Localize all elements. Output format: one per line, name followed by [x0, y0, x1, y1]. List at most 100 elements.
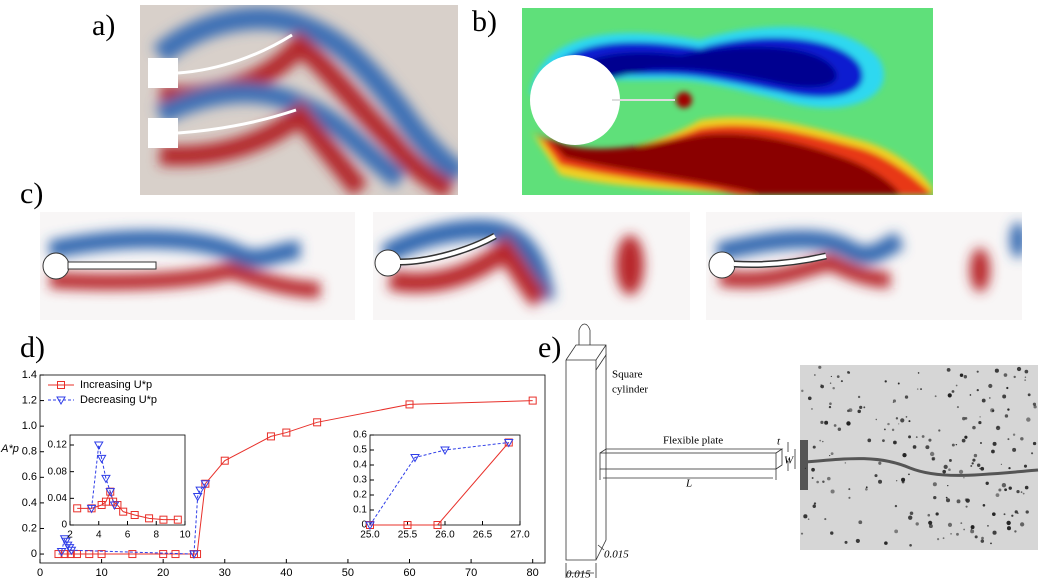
speckle — [922, 435, 925, 438]
speckle — [980, 442, 982, 444]
speckle — [948, 468, 951, 471]
speckle — [979, 468, 980, 469]
speckle — [1028, 393, 1031, 396]
speckle — [892, 429, 894, 431]
speckle — [858, 396, 860, 398]
speckle — [1014, 530, 1016, 532]
speckle — [930, 452, 934, 456]
y-tick-label: 0.3 — [353, 475, 367, 486]
speckle — [824, 421, 828, 425]
y-tick-label: 0.08 — [48, 466, 68, 477]
speckle — [938, 429, 940, 431]
speckle — [950, 533, 951, 534]
x-tick-label: 6 — [125, 530, 131, 541]
y-tick-label: 0.8 — [22, 446, 37, 458]
x-tick-label: 70 — [465, 567, 477, 579]
speckle — [920, 388, 922, 390]
speckle — [908, 516, 912, 520]
speckle — [865, 488, 868, 491]
side-label: 0.015 — [604, 549, 629, 561]
x-tick-label: 25.0 — [360, 530, 380, 541]
speckle — [908, 473, 910, 475]
speckle — [882, 439, 885, 442]
speckle — [1001, 464, 1002, 465]
speckle — [1002, 483, 1006, 487]
speckle — [957, 499, 961, 503]
speckle — [960, 522, 962, 524]
speckle — [845, 541, 848, 544]
speckle — [821, 384, 822, 385]
speckle — [866, 486, 868, 488]
speckle — [935, 395, 937, 397]
speckle — [1025, 486, 1029, 490]
speckle — [977, 389, 979, 391]
speckle — [977, 464, 980, 467]
speckle — [1033, 403, 1036, 406]
speckle — [928, 521, 932, 525]
speckle — [982, 399, 986, 403]
speckle — [805, 468, 806, 469]
x-tick-label: 20 — [157, 567, 169, 579]
y-tick-label: 1.4 — [22, 369, 37, 381]
x-tick-label: 40 — [280, 567, 292, 579]
speckle — [863, 406, 865, 408]
speckle — [1012, 448, 1016, 452]
speckle — [816, 481, 819, 484]
legend-label: Increasing U*p — [80, 379, 152, 391]
speckle — [884, 541, 888, 545]
speckle — [813, 446, 816, 449]
speckle — [856, 539, 860, 543]
speckle — [830, 531, 833, 534]
speckle — [1006, 387, 1008, 389]
y-tick-label: 0.2 — [353, 490, 367, 501]
x-tick-label: 80 — [527, 567, 539, 579]
speckle — [995, 369, 999, 373]
speckle — [936, 512, 939, 515]
y-tick-label: 0.2 — [22, 522, 37, 534]
speckle — [845, 462, 847, 464]
speckle — [1005, 414, 1008, 417]
speckle — [970, 529, 974, 533]
speckle — [966, 506, 968, 508]
speckle — [876, 419, 877, 420]
speckle — [981, 537, 984, 540]
speckle — [1009, 486, 1012, 489]
speckle — [830, 382, 831, 383]
speckle — [916, 522, 919, 525]
speckle — [979, 416, 980, 417]
speckle — [824, 518, 826, 520]
thickness-label: t — [777, 436, 781, 448]
speckle — [812, 477, 814, 479]
speckle — [996, 426, 1000, 430]
speckle — [913, 445, 917, 449]
speckle — [858, 520, 862, 524]
speckle — [964, 436, 967, 439]
speckle — [990, 408, 994, 412]
speckle — [948, 523, 952, 527]
flow-image-b — [522, 8, 933, 195]
speckle — [887, 423, 889, 425]
y-tick-label: 0.1 — [353, 505, 367, 516]
speckle — [1013, 434, 1015, 436]
speckle — [972, 462, 974, 464]
speckle — [946, 498, 950, 502]
speckle — [932, 457, 936, 461]
speckle — [1023, 493, 1025, 495]
speckle — [900, 418, 904, 422]
speckle — [811, 468, 815, 472]
speckle — [974, 454, 977, 457]
panel-label: a) — [92, 9, 115, 42]
y-tick-label: 0.6 — [353, 430, 367, 441]
speckle — [814, 502, 816, 504]
speckle — [801, 533, 803, 535]
x-tick-label: 25.5 — [398, 530, 418, 541]
speckle — [956, 444, 957, 445]
speckle — [978, 421, 981, 424]
y-tick-label: 0.4 — [22, 497, 37, 509]
speckle — [1021, 491, 1023, 493]
speckle — [957, 406, 959, 408]
speckle — [832, 387, 834, 389]
y-tick-label: 0.04 — [48, 493, 68, 504]
speckle — [1004, 488, 1007, 491]
depth-label: 0.015 — [566, 569, 591, 581]
